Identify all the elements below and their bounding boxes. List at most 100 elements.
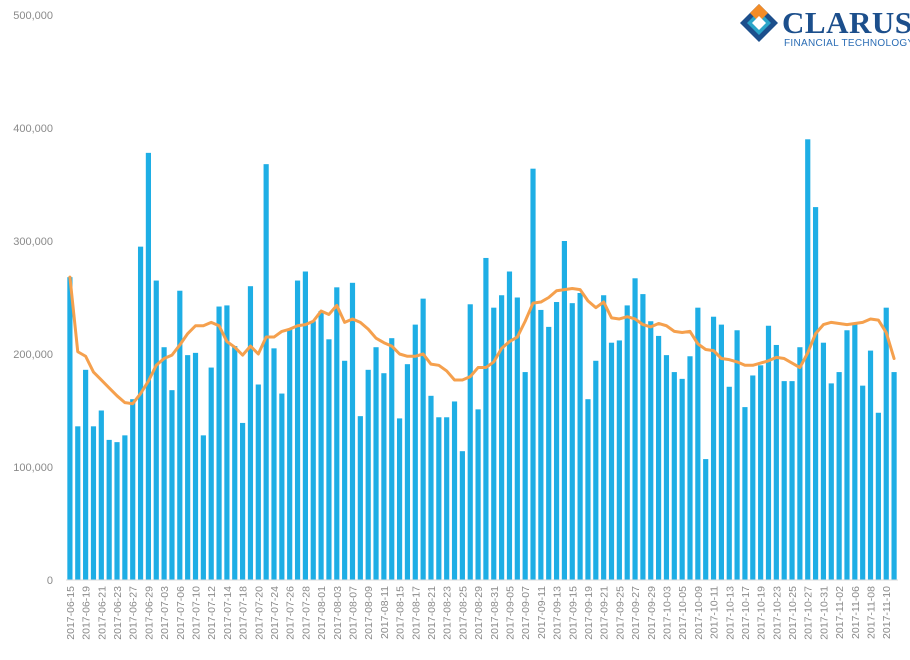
bar (530, 168, 536, 580)
bar (608, 342, 615, 580)
x-tick-label: 2017-06-23 (112, 586, 124, 640)
bar (90, 426, 97, 580)
bar (671, 372, 677, 580)
x-tick-label: 2017-10-27 (803, 586, 815, 640)
bar (805, 139, 811, 581)
bar (396, 418, 403, 580)
bar (334, 287, 340, 580)
bar (318, 311, 324, 580)
bar (726, 386, 732, 580)
bar (451, 401, 458, 580)
bar (836, 372, 842, 580)
bar (216, 306, 222, 580)
bar (357, 416, 363, 580)
x-tick-label: 2017-07-06 (175, 586, 187, 640)
bar (601, 295, 607, 580)
bar (632, 278, 638, 580)
bar (687, 356, 693, 580)
y-tick-label: 0 (47, 575, 53, 587)
bar (593, 360, 599, 580)
bar (789, 381, 795, 580)
y-tick-label: 300,000 (13, 236, 53, 248)
bar (444, 417, 450, 580)
y-tick-label: 500,000 (13, 10, 53, 22)
bar (67, 277, 73, 580)
bar (302, 271, 308, 580)
bar (428, 395, 434, 580)
y-tick-label: 200,000 (13, 349, 53, 361)
bar (499, 295, 505, 580)
bar (208, 367, 214, 580)
x-tick-label: 2017-11-08 (866, 586, 878, 639)
bar (192, 352, 199, 580)
x-tick-label: 2017-08-23 (442, 586, 454, 640)
bar (703, 459, 709, 580)
bar (404, 364, 411, 580)
bar (648, 321, 654, 580)
bar (883, 307, 889, 580)
y-tick-label: 400,000 (13, 123, 53, 135)
x-tick-label: 2017-10-11 (709, 586, 721, 639)
bar (365, 369, 371, 580)
bar (812, 207, 819, 580)
diamond-logo-icon (740, 4, 778, 42)
bar (553, 302, 560, 580)
x-tick-label: 2017-08-21 (426, 586, 438, 640)
bar (169, 390, 175, 580)
x-tick-label: 2017-07-14 (222, 586, 234, 640)
x-tick-label: 2017-07-03 (159, 586, 171, 640)
x-tick-label: 2017-08-07 (347, 586, 359, 640)
bar (860, 385, 866, 580)
bar (114, 442, 120, 580)
x-tick-label: 2017-09-15 (567, 586, 579, 640)
bar (742, 407, 748, 580)
x-tick-label: 2017-08-15 (395, 586, 407, 640)
bar (514, 297, 520, 580)
bar (83, 369, 89, 580)
bar (875, 412, 881, 580)
trend-line (68, 275, 896, 406)
bar (734, 330, 740, 580)
x-tick-label: 2017-07-12 (206, 586, 218, 640)
x-tick-label: 2017-10-23 (771, 586, 783, 640)
x-tick-label: 2017-09-07 (520, 586, 532, 640)
x-tick-label: 2017-11-06 (850, 586, 862, 639)
brand-name: CLARUS (782, 5, 910, 40)
bar (891, 372, 897, 580)
bar (145, 152, 151, 581)
bar (491, 307, 497, 580)
bar (546, 326, 552, 580)
x-tick-label: 2017-09-29 (646, 586, 658, 640)
bar (561, 241, 567, 580)
bar (467, 304, 473, 580)
bar (758, 365, 764, 580)
bar (287, 329, 293, 580)
bar (656, 335, 662, 580)
bar (695, 307, 701, 580)
x-tick-label: 2017-07-26 (285, 586, 297, 640)
brand-tagline: FINANCIAL TECHNOLOGY (784, 38, 910, 49)
bar (106, 439, 112, 580)
x-tick-label: 2017-09-13 (552, 586, 564, 640)
bar (820, 342, 827, 580)
bar (247, 286, 254, 580)
bar (153, 280, 159, 580)
bar (381, 373, 387, 580)
x-tick-label: 2017-08-09 (363, 586, 375, 640)
x-tick-label: 2017-08-03 (332, 586, 344, 640)
bar (852, 323, 858, 580)
x-tick-label: 2017-10-19 (756, 586, 768, 640)
bar (373, 347, 379, 580)
x-tick-label: 2017-06-15 (65, 586, 77, 640)
bar (224, 305, 230, 580)
x-tick-label: 2017-06-27 (128, 586, 140, 640)
clarus-logo: CLARUS FINANCIAL TECHNOLOGY (740, 4, 910, 49)
bar (718, 324, 724, 580)
y-tick-label: 100,000 (13, 462, 53, 474)
x-tick-label: 2017-08-01 (316, 586, 328, 640)
bar (137, 246, 144, 580)
x-tick-label: 2017-10-09 (693, 586, 705, 640)
x-tick-label: 2017-09-11 (536, 586, 548, 639)
x-tick-label: 2017-10-25 (787, 586, 799, 640)
x-tick-label: 2017-09-19 (583, 586, 595, 640)
